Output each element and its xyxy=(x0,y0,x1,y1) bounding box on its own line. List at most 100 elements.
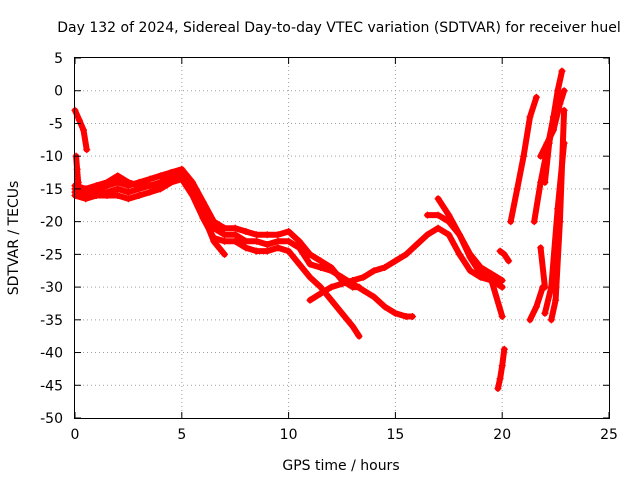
data-point xyxy=(455,250,463,258)
data-point xyxy=(537,152,545,160)
data-point xyxy=(124,195,132,203)
axis-ticks: 0 5 10 15 20 25 5 0 -5 -10 -15 -20 -25 -30 -35 -40 -45 -5… xyxy=(40,51,618,443)
data-point xyxy=(199,211,207,219)
series-band xyxy=(72,107,90,153)
data-point xyxy=(445,211,453,219)
series-band xyxy=(548,107,568,323)
x-tick-label: 25 xyxy=(600,427,618,443)
data-point xyxy=(285,237,293,245)
data-point xyxy=(306,260,314,268)
x-tick-label: 15 xyxy=(386,427,404,443)
y-tick-label: -50 xyxy=(40,411,63,427)
data-point xyxy=(498,362,506,370)
data-point xyxy=(488,277,496,285)
data-point xyxy=(541,309,549,317)
data-point xyxy=(338,309,346,317)
data-point xyxy=(92,182,100,190)
plot-frame xyxy=(74,57,610,419)
data-point xyxy=(355,332,363,340)
data-point xyxy=(500,250,508,258)
data-point xyxy=(221,250,229,258)
data-point xyxy=(445,231,453,239)
data-point xyxy=(488,270,496,278)
data-point xyxy=(532,93,540,101)
series-band xyxy=(537,244,548,291)
data-point xyxy=(295,260,303,268)
data-point xyxy=(124,188,132,196)
series-track-11 xyxy=(496,247,513,265)
data-point xyxy=(167,172,175,180)
y-tick-label: -15 xyxy=(40,182,63,198)
data-point xyxy=(381,303,389,311)
data-point xyxy=(423,231,431,239)
data-point xyxy=(327,296,335,304)
data-point xyxy=(135,182,143,190)
data-point xyxy=(231,224,239,232)
data-point xyxy=(274,237,282,245)
data-point xyxy=(532,303,540,311)
data-point xyxy=(423,211,431,219)
data-point xyxy=(547,316,555,324)
y-tick-label: -25 xyxy=(40,247,63,263)
data-point xyxy=(146,182,154,190)
data-point xyxy=(221,231,229,239)
data-point xyxy=(552,296,560,304)
x-tick-label: 0 xyxy=(71,427,80,443)
series-track-3 xyxy=(71,165,363,291)
data-point xyxy=(263,241,271,249)
data-point xyxy=(221,237,229,245)
data-point xyxy=(381,263,389,271)
y-tick-label: -40 xyxy=(40,346,63,362)
data-point xyxy=(253,247,261,255)
data-point xyxy=(83,146,91,154)
data-point xyxy=(124,178,132,186)
series-track-6 xyxy=(71,169,229,258)
x-tick-label: 20 xyxy=(493,427,511,443)
data-point xyxy=(359,286,367,294)
data-point xyxy=(210,237,218,245)
data-point xyxy=(455,231,463,239)
y-tick-label: -20 xyxy=(40,215,63,231)
data-point xyxy=(135,191,143,199)
data-point xyxy=(507,218,515,226)
y-tick-label: -45 xyxy=(40,378,63,394)
data-point xyxy=(327,267,335,275)
series-track-17 xyxy=(547,106,568,324)
data-point xyxy=(466,267,474,275)
series-band xyxy=(494,346,508,392)
series-track-4 xyxy=(71,172,416,321)
x-tick-label: 10 xyxy=(280,427,298,443)
data-point xyxy=(317,257,325,265)
data-point xyxy=(558,67,566,75)
data-point xyxy=(327,283,335,291)
data-point xyxy=(370,267,378,275)
series-band xyxy=(72,166,363,291)
data-point xyxy=(242,227,250,235)
data-point xyxy=(466,254,474,262)
data-point xyxy=(306,296,314,304)
data-point xyxy=(295,244,303,252)
data-point xyxy=(231,237,239,245)
data-point xyxy=(167,178,175,186)
data-point xyxy=(92,191,100,199)
data-point xyxy=(498,283,506,291)
data-point xyxy=(263,247,271,255)
data-point xyxy=(349,322,357,330)
y-tick-label: 5 xyxy=(54,51,63,67)
data-point xyxy=(391,309,399,317)
data-point xyxy=(338,273,346,281)
data-point xyxy=(82,185,90,193)
data-point xyxy=(413,241,421,249)
data-point xyxy=(156,185,164,193)
data-point xyxy=(498,313,506,321)
data-point xyxy=(496,247,504,255)
data-point xyxy=(560,106,568,114)
data-point xyxy=(434,224,442,232)
data-point xyxy=(156,172,164,180)
chart-title: Day 132 of 2024, Sidereal Day-to-day VTE… xyxy=(57,20,620,36)
data-point xyxy=(82,195,90,203)
data-point xyxy=(560,87,568,95)
data-point xyxy=(188,185,196,193)
data-point xyxy=(370,293,378,301)
data-point xyxy=(556,218,564,226)
